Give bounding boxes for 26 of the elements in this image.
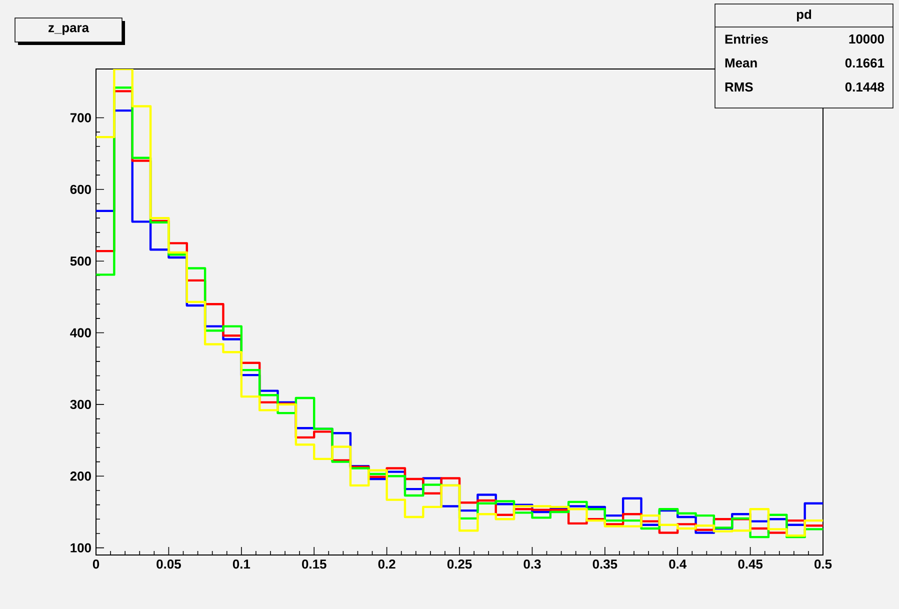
text: Mean xyxy=(725,58,757,68)
x-tick-label: 0.05 xyxy=(156,559,181,569)
x-tick-label: 0.35 xyxy=(592,559,618,569)
y-tick-label: 500 xyxy=(70,256,91,266)
x-tick-label: 0.4 xyxy=(669,559,687,569)
x-tick-label: 0 xyxy=(92,559,100,569)
x-tick-label: 0.2 xyxy=(378,559,396,569)
x-tick-label: 0.3 xyxy=(524,559,541,569)
y-tick-label: 200 xyxy=(70,472,91,481)
y-tick-label: 700 xyxy=(70,113,91,122)
x-tick-label: 0.45 xyxy=(738,559,763,569)
x-tick-label: 0.1 xyxy=(232,559,250,569)
text: 0.1448 xyxy=(845,82,884,92)
text: Entries xyxy=(725,34,768,44)
y-tick-label: 600 xyxy=(70,184,91,194)
x-tick-label: 0.25 xyxy=(447,559,472,569)
text: pd xyxy=(796,9,812,22)
text: 0.1661 xyxy=(845,58,884,68)
x-tick-label: 0.5 xyxy=(814,559,832,569)
annotation: RMS xyxy=(725,82,753,92)
y-tick-label: 400 xyxy=(70,328,91,338)
x-tick-label: 0.15 xyxy=(302,559,326,569)
y-tick-label: 300 xyxy=(70,400,91,410)
text: 10000 xyxy=(849,34,884,44)
y-tick-label: 100 xyxy=(70,543,91,552)
chart-title: z_para xyxy=(48,25,90,35)
